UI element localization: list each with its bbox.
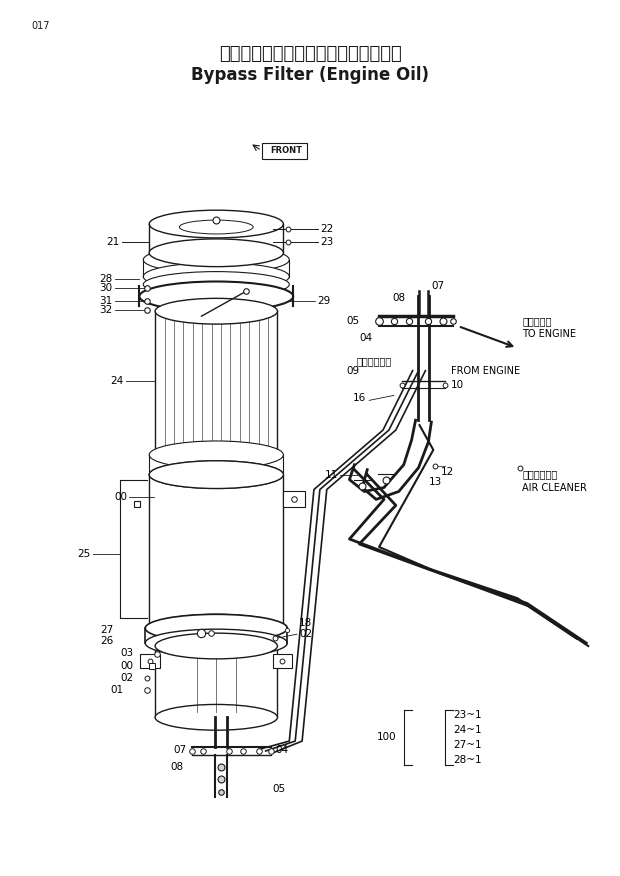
Text: 23: 23 bbox=[320, 237, 333, 247]
Text: 11: 11 bbox=[324, 470, 338, 480]
Ellipse shape bbox=[143, 272, 290, 297]
Text: FROM ENGINE: FROM ENGINE bbox=[451, 365, 520, 376]
Text: TO ENGINE: TO ENGINE bbox=[522, 329, 576, 339]
Text: Bypass Filter (Engine Oil): Bypass Filter (Engine Oil) bbox=[191, 67, 429, 84]
Text: 22: 22 bbox=[320, 224, 333, 234]
Text: 08: 08 bbox=[392, 293, 405, 303]
Ellipse shape bbox=[143, 246, 290, 273]
Bar bbox=[273, 653, 292, 668]
Ellipse shape bbox=[155, 299, 277, 324]
Text: 12: 12 bbox=[441, 467, 454, 477]
Text: 24~1: 24~1 bbox=[453, 725, 482, 735]
Text: 21: 21 bbox=[107, 237, 120, 247]
Text: 13: 13 bbox=[428, 477, 441, 486]
Text: 28~1: 28~1 bbox=[453, 755, 482, 765]
Text: 30: 30 bbox=[100, 284, 113, 293]
Text: 18: 18 bbox=[299, 618, 312, 628]
Ellipse shape bbox=[149, 461, 283, 489]
Text: エンジンヨリ: エンジンヨリ bbox=[356, 356, 392, 366]
Text: 26: 26 bbox=[100, 636, 113, 646]
Text: 100: 100 bbox=[377, 732, 397, 742]
Text: 00: 00 bbox=[115, 492, 128, 503]
Text: 24: 24 bbox=[110, 376, 123, 385]
Ellipse shape bbox=[140, 281, 293, 311]
Bar bbox=[140, 653, 160, 668]
Text: 08: 08 bbox=[170, 762, 184, 772]
Text: 32: 32 bbox=[99, 305, 113, 315]
Text: 29: 29 bbox=[317, 296, 330, 307]
Text: 09: 09 bbox=[346, 365, 360, 376]
Text: 02: 02 bbox=[120, 673, 133, 682]
Ellipse shape bbox=[145, 614, 287, 642]
Text: 00: 00 bbox=[120, 661, 133, 671]
Bar bbox=[283, 491, 305, 507]
Ellipse shape bbox=[149, 239, 283, 266]
Text: エンジンへ: エンジンへ bbox=[522, 316, 551, 326]
Text: 04: 04 bbox=[275, 745, 288, 755]
Text: エアクリーナ: エアクリーナ bbox=[522, 470, 557, 480]
Ellipse shape bbox=[149, 461, 283, 489]
Ellipse shape bbox=[155, 704, 277, 731]
Text: 05: 05 bbox=[346, 316, 360, 326]
Text: FRONT: FRONT bbox=[270, 146, 303, 155]
Bar bbox=[262, 143, 307, 159]
Text: 05: 05 bbox=[273, 784, 286, 794]
Ellipse shape bbox=[155, 442, 277, 468]
Text: 01: 01 bbox=[110, 684, 123, 695]
Text: 07: 07 bbox=[174, 745, 187, 755]
Ellipse shape bbox=[145, 629, 287, 657]
Text: 25: 25 bbox=[78, 549, 91, 559]
Ellipse shape bbox=[149, 614, 283, 642]
Text: 10: 10 bbox=[451, 379, 464, 390]
Text: 27: 27 bbox=[100, 625, 113, 635]
Ellipse shape bbox=[179, 220, 253, 234]
Ellipse shape bbox=[149, 441, 283, 469]
Text: 27~1: 27~1 bbox=[453, 740, 482, 750]
Text: 23~1: 23~1 bbox=[453, 710, 482, 720]
Text: 28: 28 bbox=[99, 273, 113, 284]
Text: 07: 07 bbox=[432, 281, 445, 292]
Ellipse shape bbox=[143, 263, 290, 291]
Text: 03: 03 bbox=[120, 648, 133, 658]
Ellipse shape bbox=[155, 633, 277, 659]
Text: 04: 04 bbox=[359, 333, 372, 343]
Text: AIR CLEANER: AIR CLEANER bbox=[522, 483, 587, 492]
Text: 31: 31 bbox=[99, 296, 113, 307]
Text: 017: 017 bbox=[32, 21, 50, 31]
Text: バイパスフィルタ（エンジンオイル）: バイパスフィルタ（エンジンオイル） bbox=[219, 45, 401, 63]
Text: 02: 02 bbox=[299, 629, 312, 639]
Ellipse shape bbox=[149, 210, 283, 238]
Text: 16: 16 bbox=[353, 393, 366, 403]
